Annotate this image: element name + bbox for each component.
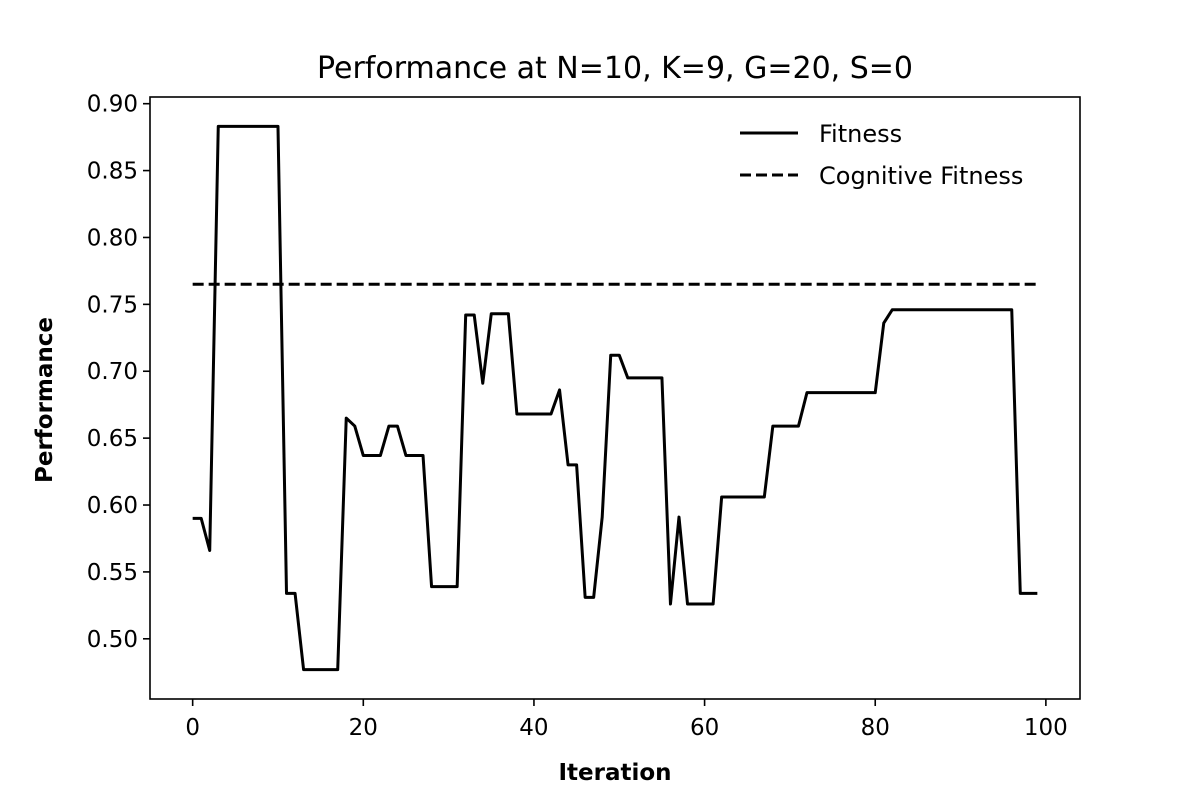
plot-area: [192, 124, 1038, 672]
y-tick-label: 0.60: [87, 493, 138, 519]
x-tick-label: 20: [349, 715, 378, 741]
axis-ticks: 0 20 40 60 80 100 0.50 0.55 0.60 0.65 0.70 0.75 0.80…: [87, 92, 1068, 741]
y-tick-label: 0.75: [87, 292, 138, 318]
chart-title: Performance at N=10, K=9, G=20, S=0: [317, 51, 913, 86]
y-axis-label: Performance: [32, 317, 58, 483]
y-tick-label: 0.50: [87, 627, 138, 653]
x-axis-label: Iteration: [558, 760, 671, 786]
legend-label: Fitness: [819, 120, 902, 148]
x-tick-label: 80: [861, 715, 890, 741]
x-tick-label: 60: [690, 715, 719, 741]
fitness-line: [192, 124, 1038, 672]
x-tick-label: 100: [1024, 715, 1068, 741]
y-tick-label: 0.70: [87, 359, 138, 385]
x-tick-label: 40: [519, 715, 548, 741]
y-tick-label: 0.80: [87, 225, 138, 251]
y-tick-label: 0.55: [87, 560, 138, 586]
legend-label: Cognitive Fitness: [819, 162, 1023, 190]
y-tick-label: 0.65: [87, 426, 138, 452]
x-tick-label: 0: [185, 715, 200, 741]
plot-frame: [149, 96, 1081, 700]
y-tick-label: 0.85: [87, 159, 138, 185]
y-tick-label: 0.90: [87, 92, 138, 118]
legend: Fitness Cognitive Fitness: [740, 120, 1023, 190]
